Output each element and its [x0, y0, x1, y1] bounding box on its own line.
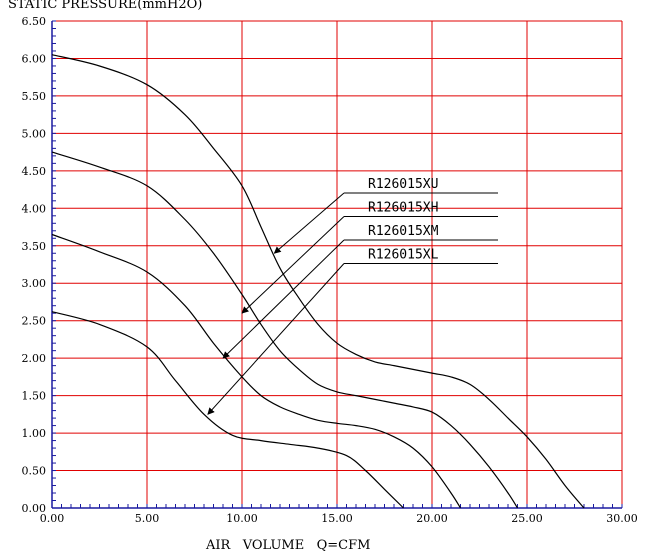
- x-tick-label: 5.00: [135, 512, 160, 525]
- legend-leader-line: [222, 239, 345, 359]
- x-tick-label: 30.00: [606, 512, 638, 525]
- y-tick-label: 0.00: [22, 502, 47, 515]
- y-tick-label: 4.50: [22, 165, 47, 178]
- legend-label: R126015XH: [368, 201, 438, 216]
- grid: [51, 20, 623, 509]
- y-tick-labels: 0.00 0.50 1.00 1.50 2.00 2.50 3.00 3.50 4.00 4.50…: [22, 15, 47, 515]
- series-line-r126015xu: [51, 54, 585, 509]
- y-tick-label: 5.50: [22, 90, 47, 103]
- legend-label: R126015XL: [368, 248, 439, 263]
- y-tick-label: 4.00: [22, 202, 47, 215]
- legend-leader-line: [241, 216, 345, 314]
- axes: [51, 20, 623, 509]
- x-tick-labels: 0.00 5.00 10.00 15.00 20.00 25.00 30.00: [40, 512, 638, 525]
- y-tick-label: 5.00: [22, 127, 47, 140]
- y-tick-label: 6.50: [22, 15, 47, 28]
- x-tick-label: 0.00: [40, 512, 65, 525]
- x-tick-label: 10.00: [226, 512, 258, 525]
- y-tick-label: 6.00: [22, 52, 47, 65]
- series-line-r126015xh: [51, 151, 519, 509]
- y-tick-label: 0.50: [22, 465, 47, 478]
- y-tick-label: 1.00: [22, 427, 47, 440]
- y-tick-label: 1.50: [22, 390, 47, 403]
- y-tick-label: 3.00: [22, 277, 47, 290]
- y-tick-label: 2.00: [22, 352, 47, 365]
- y-tick-label: 3.50: [22, 240, 47, 253]
- series-line-r126015xl: [51, 311, 404, 509]
- x-tick-label: 20.00: [416, 512, 448, 525]
- y-axis-title: STATIC PRESSURE(mmH2O): [8, 0, 202, 12]
- legend-leader-line: [207, 263, 345, 415]
- legend-leader-line: [273, 192, 345, 254]
- series-lines: [51, 54, 585, 509]
- x-tick-label: 25.00: [511, 512, 543, 525]
- series-line-r126015xm: [51, 233, 462, 509]
- legend-label: R126015XU: [368, 177, 438, 192]
- x-tick-label: 15.00: [321, 512, 353, 525]
- legend: R126015XU R126015XH R126015XM R126015XL: [207, 177, 498, 415]
- legend-label: R126015XM: [368, 224, 439, 239]
- y-tick-label: 2.50: [22, 315, 47, 328]
- x-axis-title: AIR VOLUME Q=CFM: [205, 538, 370, 553]
